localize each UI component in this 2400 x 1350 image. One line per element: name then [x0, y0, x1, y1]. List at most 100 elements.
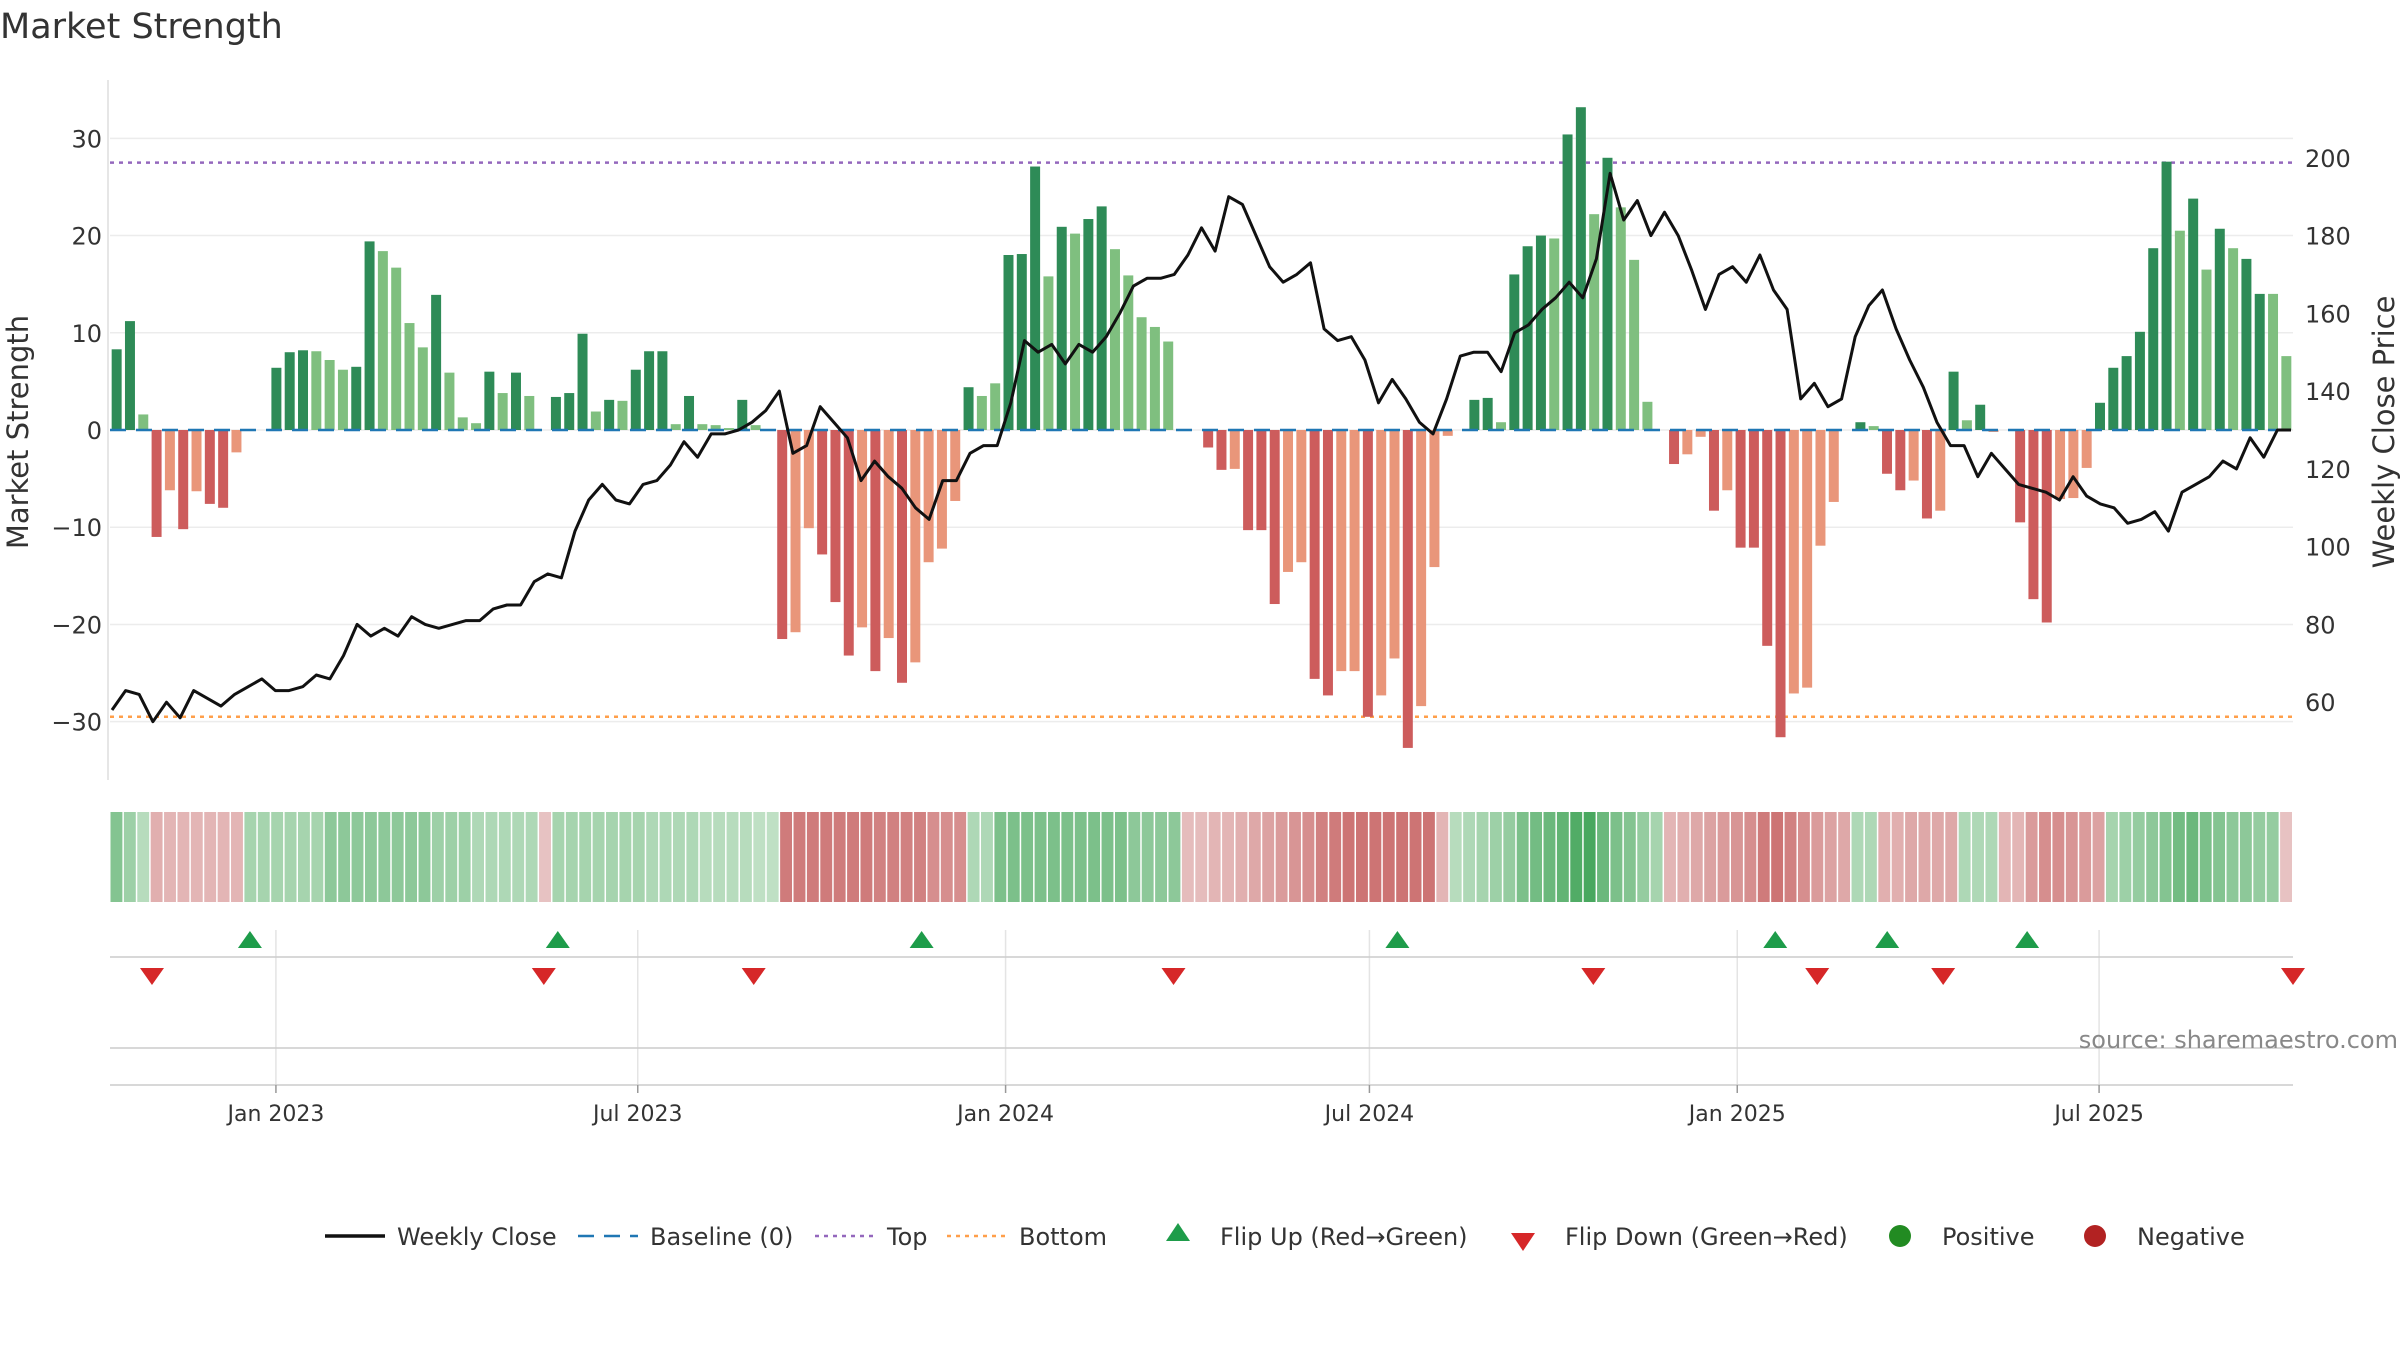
strength-bar — [1256, 430, 1267, 531]
phase-cell — [1503, 812, 1516, 902]
strength-bar — [1056, 226, 1067, 430]
phase-cell — [137, 812, 150, 902]
source-label: source: sharemaestro.com — [2079, 1026, 2398, 1054]
flip-down-marker — [139, 968, 164, 985]
flip-up-marker — [545, 931, 570, 948]
strength-bar — [990, 383, 1001, 430]
strength-bar — [2015, 430, 2026, 523]
strength-bar — [1722, 430, 1733, 491]
phase-cell — [1864, 812, 1877, 902]
phase-cell — [2132, 812, 2145, 902]
phase-cell — [1289, 812, 1301, 902]
phase-cell — [1918, 812, 1931, 902]
phase-cell — [2092, 812, 2105, 902]
strength-bar — [1030, 166, 1041, 430]
flip-down-marker — [1805, 968, 1830, 985]
phase-cell — [1128, 812, 1141, 902]
phase-cell — [217, 812, 230, 902]
strength-bar — [1402, 430, 1413, 748]
legend-label: Bottom — [1019, 1223, 1107, 1251]
phase-cell — [994, 812, 1007, 902]
strength-bars — [111, 107, 2292, 748]
phase-cell — [1891, 812, 1904, 902]
flip-up-marker — [2015, 931, 2040, 948]
strength-bar — [657, 351, 668, 430]
strength-bar — [1469, 399, 1480, 430]
phase-cell — [793, 812, 806, 902]
phase-cell — [2146, 812, 2159, 902]
strength-bar — [577, 333, 588, 430]
strength-bar — [1748, 430, 1759, 548]
legend-item: Flip Down (Green→Red) — [1511, 1223, 1848, 1251]
strength-bar — [364, 241, 375, 430]
legend-circle-negative-icon — [2084, 1225, 2106, 1247]
phase-cell — [1396, 812, 1409, 902]
strength-bar — [790, 430, 801, 633]
y-axis-right: 60 80 100 120 140 160 180 200 — [2305, 145, 2351, 717]
strength-bar — [1908, 430, 1919, 481]
strength-bar — [1895, 430, 1906, 491]
flip-down-marker — [1161, 968, 1186, 985]
phase-cell — [150, 812, 163, 902]
strength-bar — [1629, 259, 1640, 430]
phase-cell — [2079, 812, 2092, 902]
strength-bar — [1882, 430, 1893, 474]
strength-bar — [617, 400, 628, 430]
legend-item: Flip Up (Red→Green) — [1166, 1223, 1468, 1251]
phase-cell — [1262, 812, 1275, 902]
phase-cell — [1021, 812, 1034, 902]
phase-cell — [1637, 812, 1650, 902]
phase-cell — [525, 812, 538, 902]
strength-bar — [1788, 430, 1799, 694]
phase-cell — [110, 812, 123, 902]
y2-axis-label: Weekly Close Price — [2367, 296, 2400, 569]
phase-cell — [1958, 812, 1971, 902]
phase-cell — [1972, 812, 1984, 902]
phase-cell — [1543, 812, 1556, 902]
phase-cell — [552, 812, 565, 902]
phase-cell — [257, 812, 270, 902]
phase-cell — [2253, 812, 2266, 902]
strength-bar — [2055, 430, 2066, 500]
phase-cell — [311, 812, 324, 902]
y2-tick-label: 140 — [2305, 378, 2351, 406]
phase-cell — [672, 812, 685, 902]
phase-cell — [512, 812, 525, 902]
strength-bar — [231, 430, 242, 453]
strength-bar — [1309, 430, 1320, 679]
phase-cell — [914, 812, 926, 902]
flip-down-marker — [1931, 968, 1956, 985]
strength-bar — [550, 396, 561, 430]
phase-cell — [2052, 812, 2065, 902]
strength-bar — [1509, 274, 1520, 430]
strength-bar — [1535, 235, 1546, 430]
phase-heatmap — [110, 812, 2292, 902]
phase-cell — [2266, 812, 2279, 902]
strength-bar — [484, 371, 495, 430]
y2-tick-label: 120 — [2305, 456, 2351, 484]
legend-label: Flip Down (Green→Red) — [1565, 1223, 1848, 1251]
flip-up-marker — [909, 931, 934, 948]
phase-cell — [431, 812, 444, 902]
strength-bar — [457, 417, 468, 430]
strength-bar — [1096, 206, 1107, 430]
strength-bar — [2028, 430, 2039, 600]
phase-cell — [806, 812, 819, 902]
x-tick-label: Jul 2025 — [2052, 1102, 2144, 1127]
phase-cell — [1998, 812, 2011, 902]
phase-cell — [753, 812, 766, 902]
phase-cell — [1570, 812, 1583, 902]
strength-bar — [697, 424, 708, 430]
strength-bar — [124, 321, 135, 430]
phase-cell — [1315, 812, 1328, 902]
strength-bar — [2094, 402, 2105, 430]
phase-cell — [418, 812, 431, 902]
strength-bar — [1349, 430, 1360, 672]
phase-cell — [1436, 812, 1449, 902]
phase-cell — [1476, 812, 1489, 902]
phase-cell — [766, 812, 779, 902]
strength-bar — [1615, 207, 1626, 430]
phase-cell — [1034, 812, 1047, 902]
chart-title: Market Strength — [0, 7, 283, 47]
phase-cell — [1824, 812, 1837, 902]
